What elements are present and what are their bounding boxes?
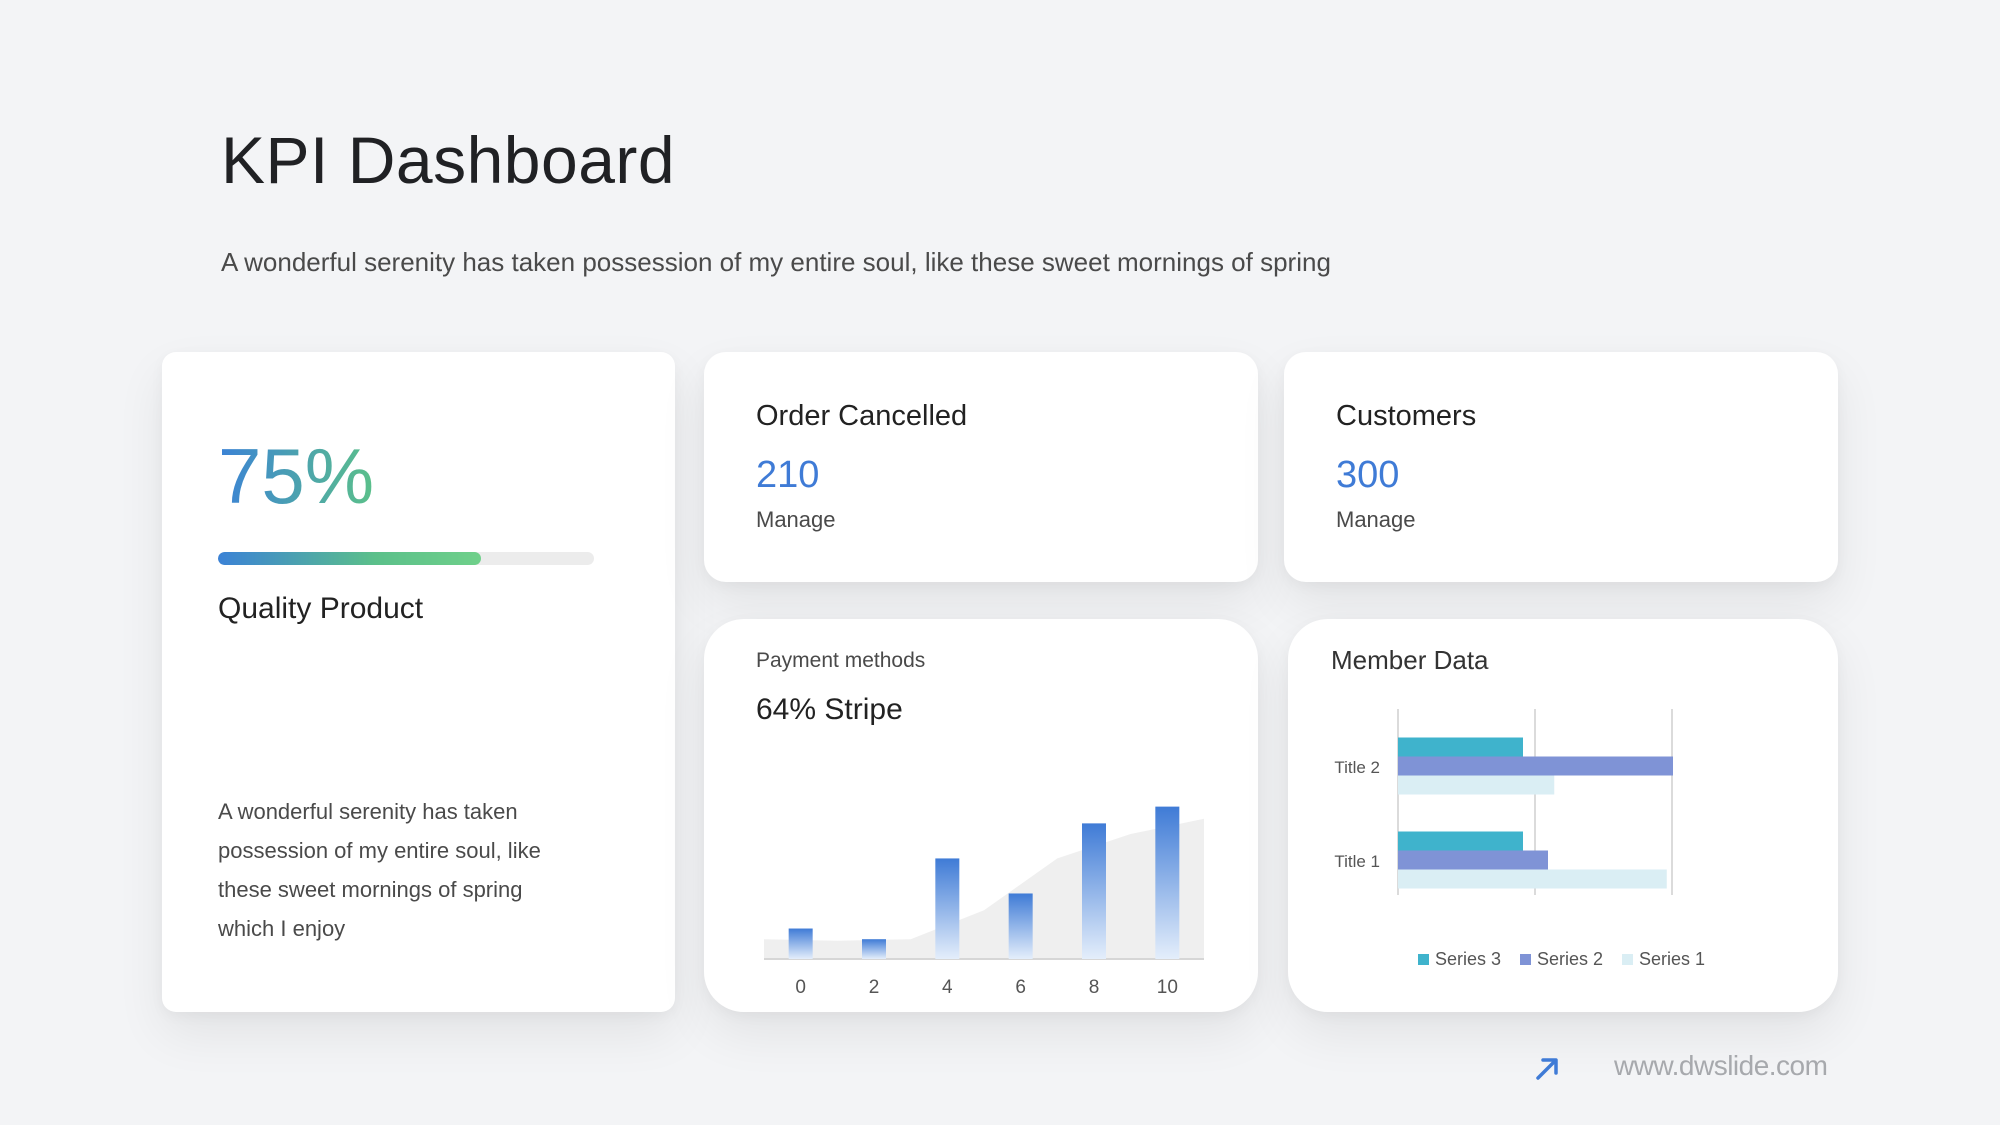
payment-methods-label: Payment methods: [756, 649, 926, 672]
order-cancelled-label: Order Cancelled: [756, 400, 968, 432]
member-y-tick-label: Title 1: [1334, 852, 1380, 871]
customers-value: 300: [1336, 454, 1400, 496]
payment-bar: [1008, 893, 1033, 959]
member-y-tick-label: Title 2: [1334, 758, 1380, 777]
member-bar-chart: Title 1 Title 2 Series 3 Series 2 Series 1: [1334, 709, 1705, 969]
payment-bar: [935, 858, 960, 959]
legend-swatch: [1520, 954, 1531, 965]
quality-progress-bar: [218, 552, 594, 565]
member-bar: [1398, 756, 1673, 776]
payment-area-series: [764, 818, 1204, 959]
payment-bar: [862, 939, 886, 959]
legend-swatch: [1418, 954, 1429, 965]
quality-percent: 75%: [218, 432, 375, 520]
member-data-title: Member Data: [1331, 645, 1489, 675]
arrow-up-right-icon: [1536, 1058, 1558, 1080]
page-title: KPI Dashboard: [221, 123, 676, 197]
legend-swatch: [1622, 954, 1633, 965]
payment-methods-card: Payment methods 64% Stripe 0 2 4 6 8 10: [704, 619, 1258, 1012]
member-data-card: Member Data Title 1 Title 2 Series 3 Series…: [1288, 619, 1838, 1012]
member-bar: [1398, 831, 1523, 851]
order-cancelled-value: 210: [756, 454, 820, 496]
payment-bar: [1082, 823, 1106, 959]
legend-label: Series 2: [1537, 949, 1603, 969]
order-cancelled-manage-link[interactable]: Manage: [756, 507, 836, 532]
quality-card: 75% Quality Product A wonderful serenity…: [162, 352, 675, 1012]
page-subtitle: A wonderful serenity has taken possessio…: [221, 247, 1331, 277]
member-bar: [1398, 869, 1667, 889]
payment-bar: [788, 928, 813, 959]
quality-description: A wonderful serenity has taken possessio…: [218, 799, 541, 941]
customers-card: Customers 300 Manage: [1284, 352, 1838, 582]
quality-label: Quality Product: [218, 592, 424, 625]
legend-label: Series 1: [1639, 949, 1705, 969]
payment-bar: [1155, 806, 1180, 959]
order-cancelled-card: Order Cancelled 210 Manage: [704, 352, 1258, 582]
customers-manage-link[interactable]: Manage: [1336, 507, 1416, 532]
legend-label: Series 3: [1435, 949, 1501, 969]
member-bar: [1398, 850, 1548, 870]
footer-website-link[interactable]: www.dwslide.com: [1614, 1050, 1828, 1081]
payment-x-tick-label: 8: [1089, 977, 1100, 998]
member-bar: [1398, 775, 1555, 795]
member-bar: [1398, 737, 1523, 757]
payment-x-tick-label: 0: [795, 977, 806, 998]
payment-x-tick-label: 6: [1015, 977, 1026, 998]
payment-x-tick-label: 10: [1157, 977, 1178, 998]
payment-x-tick-label: 2: [869, 977, 880, 998]
payment-x-tick-label: 4: [942, 977, 953, 998]
payment-bar-chart: 0 2 4 6 8 10: [764, 806, 1204, 998]
quality-progress-fill: [218, 552, 482, 565]
customers-label: Customers: [1336, 400, 1477, 432]
payment-methods-headline: 64% Stripe: [756, 693, 903, 726]
